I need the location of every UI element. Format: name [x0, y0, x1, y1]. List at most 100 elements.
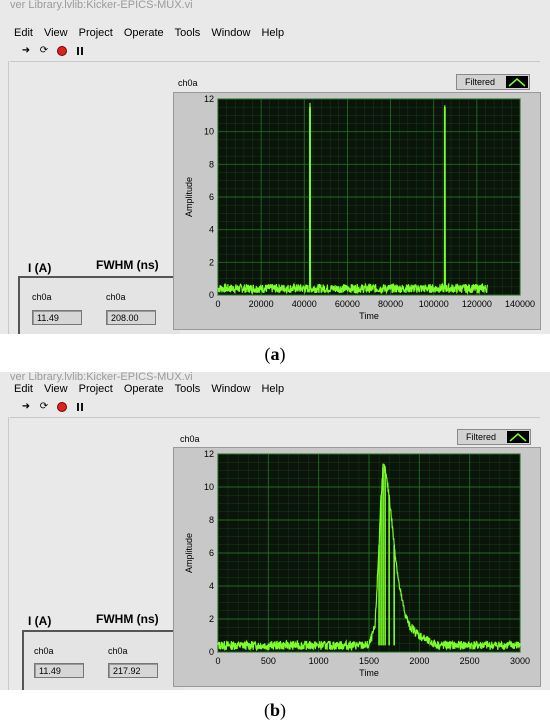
- pause-icon[interactable]: [74, 401, 86, 413]
- y-tick-label: 6: [209, 548, 214, 558]
- caption-a-open: (: [264, 344, 271, 364]
- menu-tools[interactable]: Tools: [174, 27, 201, 39]
- pause-icon[interactable]: [74, 45, 86, 57]
- y-tick-label: 6: [209, 192, 214, 202]
- fwhm-channel-label: ch0a: [106, 292, 126, 302]
- menu-edit[interactable]: Edit: [14, 27, 33, 39]
- graph-title: ch0a: [180, 434, 200, 444]
- caption-b: (b): [0, 700, 550, 721]
- menu-window[interactable]: Window: [211, 27, 251, 39]
- indicator-group: ch0a 11.49 ch0a 208.00: [18, 276, 180, 334]
- menu-window[interactable]: Window: [211, 383, 251, 395]
- x-tick-label: 40000: [292, 299, 317, 309]
- toolbar-divider: [10, 61, 540, 62]
- fwhm-channel-label: ch0a: [108, 646, 128, 656]
- series-line: [217, 102, 489, 296]
- y-tick-label: 10: [204, 482, 214, 492]
- menu-tools[interactable]: Tools: [174, 383, 201, 395]
- current-value: 11.49: [34, 663, 84, 678]
- current-value: 11.49: [32, 310, 82, 325]
- y-axis-label: Amplitude: [184, 533, 194, 573]
- x-tick-label: 20000: [249, 299, 274, 309]
- waveform-graph: 0 20000 40000 60000 80000 100000 120000 140000 0…: [173, 92, 541, 330]
- y-tick-label: 12: [204, 449, 214, 459]
- x-tick-label: 0: [215, 656, 220, 666]
- menu-help[interactable]: Help: [261, 27, 285, 39]
- x-tick-label: 120000: [462, 299, 492, 309]
- toolbar-divider: [10, 417, 540, 418]
- panel-edge: [8, 61, 9, 334]
- x-tick-label: 3000: [510, 656, 530, 666]
- menu-project[interactable]: Project: [78, 27, 113, 39]
- toolbar: ➜ ⟳: [20, 45, 86, 57]
- waveform-graph: 0 500 1000 1500 2000 2500 3000 0 2 4 6 8 10 12 Time Amp…: [173, 447, 541, 687]
- caption-b-open: (: [263, 700, 270, 720]
- current-channel-label: ch0a: [34, 646, 54, 656]
- y-tick-label: 4: [209, 581, 214, 591]
- y-tick-label: 10: [204, 127, 214, 137]
- run-continuous-icon[interactable]: ⟳: [39, 401, 49, 412]
- abort-button[interactable]: [56, 401, 68, 413]
- run-continuous-icon[interactable]: ⟳: [39, 45, 49, 56]
- x-tick-label: 2000: [409, 656, 429, 666]
- x-tick-label: 2500: [460, 656, 480, 666]
- panel-edge: [8, 417, 9, 690]
- menu-bar: Edit View Project Operate Tools Window H…: [14, 383, 284, 399]
- menu-operate[interactable]: Operate: [123, 27, 164, 39]
- x-tick-label: 1000: [309, 656, 329, 666]
- abort-button[interactable]: [56, 45, 68, 57]
- fwhm-label: FWHM (ns): [96, 612, 159, 626]
- y-tick-label: 2: [209, 614, 214, 624]
- x-tick-label: 500: [261, 656, 276, 666]
- menu-operate[interactable]: Operate: [123, 383, 164, 395]
- x-axis-label: Time: [359, 311, 379, 321]
- y-tick-label: 4: [209, 225, 214, 235]
- menu-edit[interactable]: Edit: [14, 383, 33, 395]
- menu-view[interactable]: View: [43, 383, 68, 395]
- y-tick-label: 12: [204, 94, 214, 104]
- y-tick-label: 8: [209, 159, 214, 169]
- toolbar: ➜ ⟳: [20, 401, 86, 413]
- caption-a-letter: a: [270, 344, 280, 364]
- y-tick-label: 0: [209, 290, 214, 300]
- abort-icon: [57, 402, 67, 412]
- y-tick-label: 2: [209, 257, 214, 267]
- x-tick-label: 0: [215, 299, 220, 309]
- graph-title: ch0a: [178, 78, 198, 88]
- menu-view[interactable]: View: [43, 27, 68, 39]
- run-arrow-icon[interactable]: ➜: [21, 45, 31, 56]
- plot-legend[interactable]: Filtered: [456, 74, 530, 90]
- current-label: I (A): [28, 614, 52, 628]
- legend-swatch-icon: [507, 431, 529, 443]
- fwhm-value: 208.00: [106, 310, 156, 325]
- legend-label: Filtered: [465, 77, 496, 87]
- caption-b-letter: b: [269, 700, 280, 720]
- x-tick-label: 1500: [359, 656, 379, 666]
- menu-project[interactable]: Project: [78, 383, 113, 395]
- x-axis-label: Time: [359, 668, 379, 678]
- x-tick-label: 100000: [419, 299, 449, 309]
- y-axis-label: Amplitude: [184, 177, 194, 217]
- waveform-chart-b: 0 500 1000 1500 2000 2500 3000 0 2 4 6 8 10 12 Time Amp…: [184, 449, 530, 678]
- run-arrow-icon[interactable]: ➜: [21, 401, 31, 412]
- screenshot-panel-b: ver Library.lvlib:Kicker-EPICS-MUX.vi Ed…: [0, 372, 550, 690]
- fwhm-value: 217.92: [108, 663, 158, 678]
- caption-b-close: ): [280, 700, 286, 720]
- screenshot-panel-a: ver Library.lvlib:Kicker-EPICS-MUX.vi Ed…: [0, 0, 550, 334]
- x-tick-label: 60000: [335, 299, 360, 309]
- menu-bar: Edit View Project Operate Tools Window H…: [14, 27, 284, 43]
- abort-icon: [57, 46, 67, 56]
- legend-label: Filtered: [466, 432, 497, 442]
- fwhm-label: FWHM (ns): [96, 258, 159, 272]
- window-title: ver Library.lvlib:Kicker-EPICS-MUX.vi: [10, 0, 193, 11]
- y-tick-label: 0: [209, 647, 214, 657]
- plot-legend[interactable]: Filtered: [457, 429, 531, 445]
- waveform-chart-a: 0 20000 40000 60000 80000 100000 120000 140000 0…: [184, 94, 535, 321]
- current-channel-label: ch0a: [32, 292, 52, 302]
- caption-a-close: ): [279, 344, 286, 364]
- menu-help[interactable]: Help: [261, 383, 285, 395]
- series-line: [217, 463, 521, 652]
- x-tick-label: 80000: [378, 299, 403, 309]
- y-tick-label: 8: [209, 515, 214, 525]
- indicator-group: ch0a 11.49 ch0a 217.92: [22, 630, 184, 690]
